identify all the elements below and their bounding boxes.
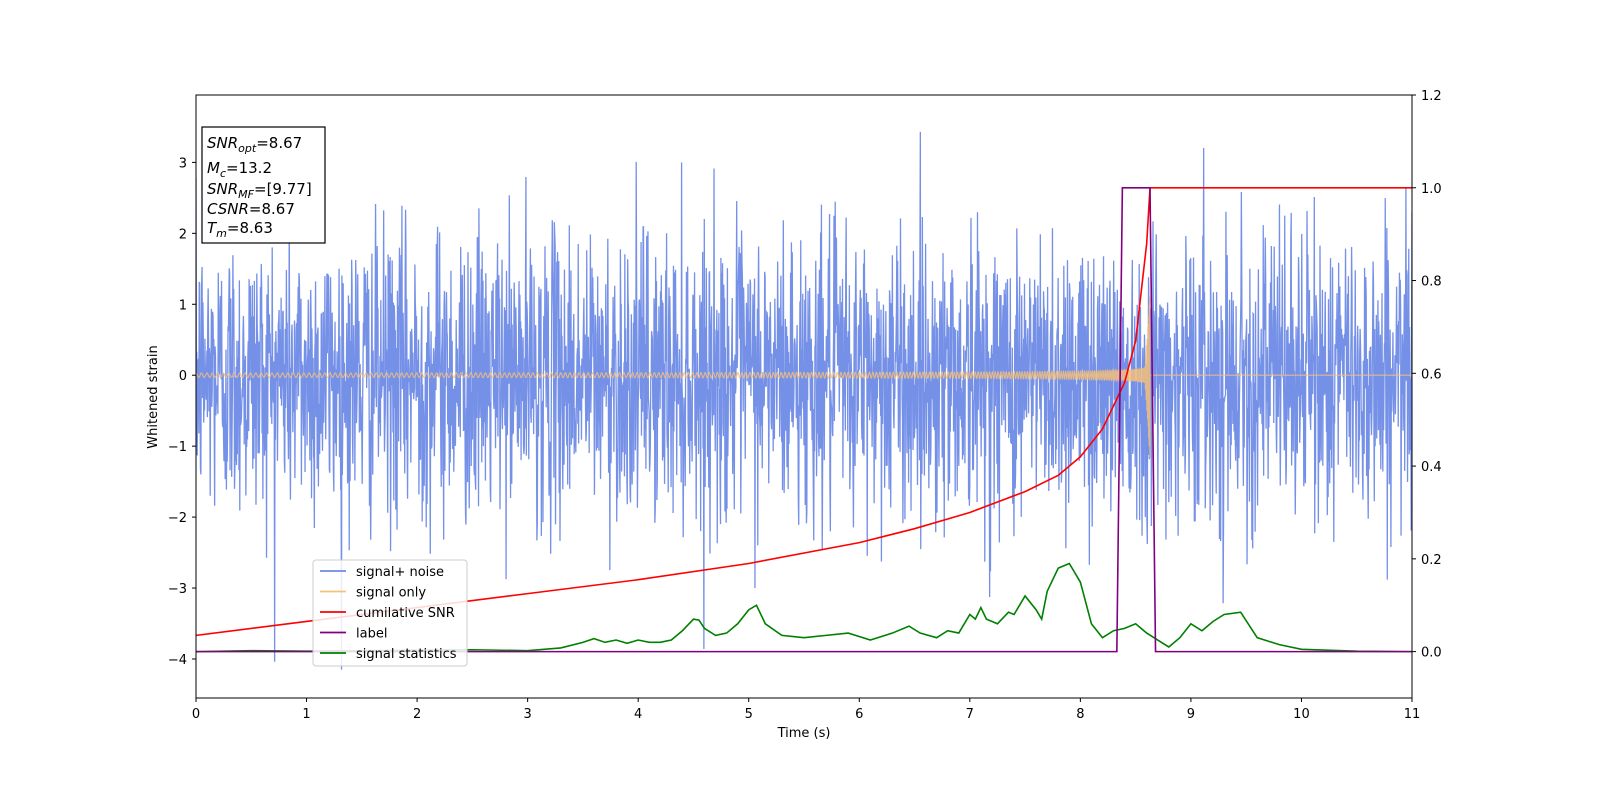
y-right-tick-label: 0.2	[1421, 553, 1442, 568]
y-right-tick-label: 1.0	[1421, 182, 1442, 197]
x-tick-label: 4	[634, 707, 642, 722]
x-tick-label: 11	[1404, 707, 1421, 722]
x-tick-label: 10	[1293, 707, 1310, 722]
y-axis-label: Whitened strain	[146, 345, 161, 448]
series-label	[196, 186, 1412, 653]
y-left-tick-label: −2	[168, 511, 187, 526]
legend-frame	[312, 559, 468, 667]
y-left-tick-label: 0	[179, 369, 187, 384]
y-right-tick-label: 0.0	[1421, 646, 1442, 661]
y-left-tick-label: 3	[179, 156, 187, 171]
series-cumulative-snr	[196, 186, 1412, 637]
x-tick-label: 1	[302, 707, 310, 722]
y-left-tick-label: 2	[179, 227, 187, 242]
x-tick-label: 6	[855, 707, 863, 722]
annotation-frame	[201, 126, 326, 244]
annotation-line: CSNR=8.67	[207, 200, 295, 218]
series-signal-statistics	[196, 562, 1412, 653]
legend: signal+ noise signal only cumilative SNR la…	[312, 559, 468, 667]
plot-frame	[195, 94, 1413, 699]
legend-label: signal+ noise	[356, 565, 444, 580]
annotation-line: SNRMF=[9.77]	[207, 180, 312, 201]
series-signal-noise	[196, 131, 1412, 670]
x-tick-label: 2	[413, 707, 421, 722]
x-axis-label: Time (s)	[777, 726, 831, 741]
x-tick-label: 0	[192, 707, 200, 722]
legend-label: label	[356, 627, 387, 642]
x-tick-label: 8	[1076, 707, 1084, 722]
annotation-line: SNRopt=8.67	[207, 134, 302, 155]
series-signal-only	[196, 296, 1412, 458]
legend-label: cumilative SNR	[356, 606, 455, 621]
y-left-tick-label: −1	[168, 440, 187, 455]
annotation-box: SNRopt=8.67 Mc=13.2SNRMF=[9.77]CSNR=8.67T…	[201, 126, 326, 244]
y-right-tick-label: 0.4	[1421, 460, 1442, 475]
y-right-tick-label: 0.8	[1421, 275, 1442, 290]
x-tick-label: 3	[523, 707, 531, 722]
legend-label: signal only	[356, 586, 426, 601]
y-left-tick-label: −4	[168, 653, 187, 668]
y-left-tick-label: 1	[179, 298, 187, 313]
y-axis-right: 0.0 0.2 0.4 0.6 0.8 1.0 1.2	[1412, 89, 1442, 661]
x-tick-label: 5	[745, 707, 753, 722]
y-axis-left: −4 −3 −2 −1 0 1 2 3	[168, 156, 196, 668]
annotation-line: Tm=8.63	[207, 219, 273, 240]
y-right-tick-label: 0.6	[1421, 367, 1442, 382]
annotation-line: Mc=13.2	[207, 159, 272, 180]
x-tick-label: 9	[1187, 707, 1195, 722]
legend-label: signal statistics	[356, 647, 457, 662]
plot-series	[196, 131, 1412, 670]
y-left-tick-label: −3	[168, 582, 187, 597]
y-right-tick-label: 1.2	[1421, 89, 1442, 104]
x-tick-label: 7	[966, 707, 974, 722]
x-axis: 0 1 2 3 4 5 6 7 8 9 10 11	[192, 698, 1420, 722]
